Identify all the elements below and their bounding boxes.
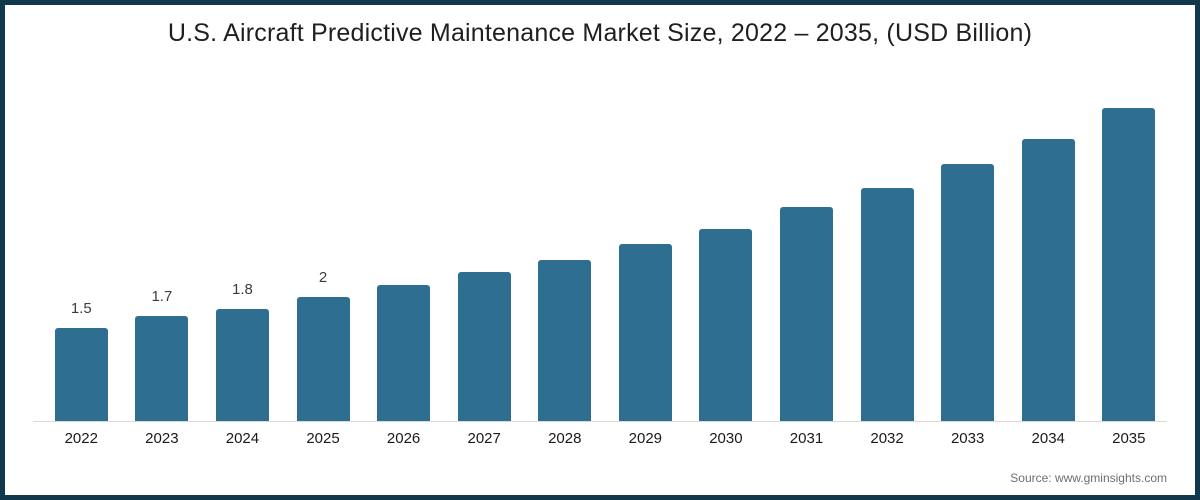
x-axis-labels-row: 2022 2023 2024 2025 2026 2027 2028 2029 2030 2031… bbox=[41, 430, 1169, 447]
bar-column-2025: 2 bbox=[283, 75, 364, 421]
x-axis-label-2024: 2024 bbox=[225, 430, 260, 447]
x-axis-label-2025: 2025 bbox=[306, 430, 340, 447]
source-attribution: Source: www.gminsights.com bbox=[1010, 471, 1167, 485]
x-axis-label-2030: 2030 bbox=[709, 430, 743, 447]
bar-value-label-2022: 1.5 bbox=[70, 300, 92, 317]
bar-2030 bbox=[699, 229, 753, 421]
x-axis-label-2028: 2028 bbox=[548, 430, 582, 447]
x-axis-label-2034: 2034 bbox=[1031, 430, 1065, 447]
x-axis-line bbox=[33, 421, 1167, 422]
bar-column-2023: 1.7 bbox=[122, 75, 203, 421]
bar-2032 bbox=[860, 188, 914, 421]
bar-column-2029 bbox=[605, 75, 686, 421]
bar-value-label-2024: 1.8 bbox=[232, 281, 253, 298]
bar-2023 bbox=[135, 316, 189, 421]
bar-plot-area: 1.5 1.7 1.8 2 bbox=[41, 75, 1169, 421]
bar-column-2028 bbox=[524, 75, 605, 421]
bar-value-label-2025: 2 bbox=[318, 269, 328, 286]
bar-2022 bbox=[54, 328, 108, 421]
x-axis-label-2022: 2022 bbox=[64, 430, 98, 447]
bar-column-2035 bbox=[1089, 75, 1170, 421]
x-axis-label-2032: 2032 bbox=[870, 430, 904, 447]
x-axis-label-2023: 2023 bbox=[145, 430, 179, 447]
x-axis-label-2035: 2035 bbox=[1112, 430, 1146, 447]
bar-column-2032 bbox=[847, 75, 928, 421]
x-axis-label-2031: 2031 bbox=[789, 430, 824, 447]
bar-2024 bbox=[215, 309, 269, 421]
bar-value-label-2023: 1.7 bbox=[151, 288, 173, 305]
bar-column-2027 bbox=[444, 75, 525, 421]
bar-2028 bbox=[538, 260, 592, 421]
bar-2027 bbox=[457, 272, 511, 421]
bar-2035 bbox=[1102, 108, 1156, 421]
bar-column-2033 bbox=[927, 75, 1008, 421]
bar-2034 bbox=[1021, 139, 1075, 421]
bar-2026 bbox=[377, 285, 431, 421]
bar-2029 bbox=[618, 244, 672, 421]
bar-column-2031 bbox=[766, 75, 847, 421]
bar-column-2030 bbox=[686, 75, 767, 421]
chart-title: U.S. Aircraft Predictive Maintenance Mar… bbox=[167, 19, 1033, 47]
x-axis-label-2026: 2026 bbox=[386, 430, 421, 447]
bar-2025 bbox=[296, 297, 350, 421]
x-axis-label-2033: 2033 bbox=[950, 430, 985, 447]
bar-2033 bbox=[941, 164, 995, 421]
x-axis-label-2027: 2027 bbox=[467, 430, 501, 447]
bar-2031 bbox=[779, 207, 833, 421]
bar-column-2026 bbox=[363, 75, 444, 421]
x-axis-label-2029: 2029 bbox=[628, 430, 663, 447]
bar-column-2022: 1.5 bbox=[41, 75, 122, 421]
bar-column-2034 bbox=[1008, 75, 1089, 421]
bar-column-2024: 1.8 bbox=[202, 75, 283, 421]
